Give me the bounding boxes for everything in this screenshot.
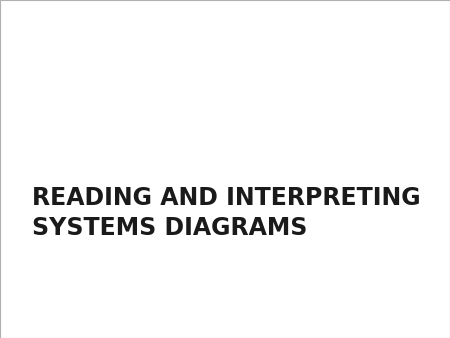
Text: READING AND INTERPRETING: READING AND INTERPRETING (32, 186, 420, 210)
Text: SYSTEMS DIAGRAMS: SYSTEMS DIAGRAMS (32, 216, 307, 240)
